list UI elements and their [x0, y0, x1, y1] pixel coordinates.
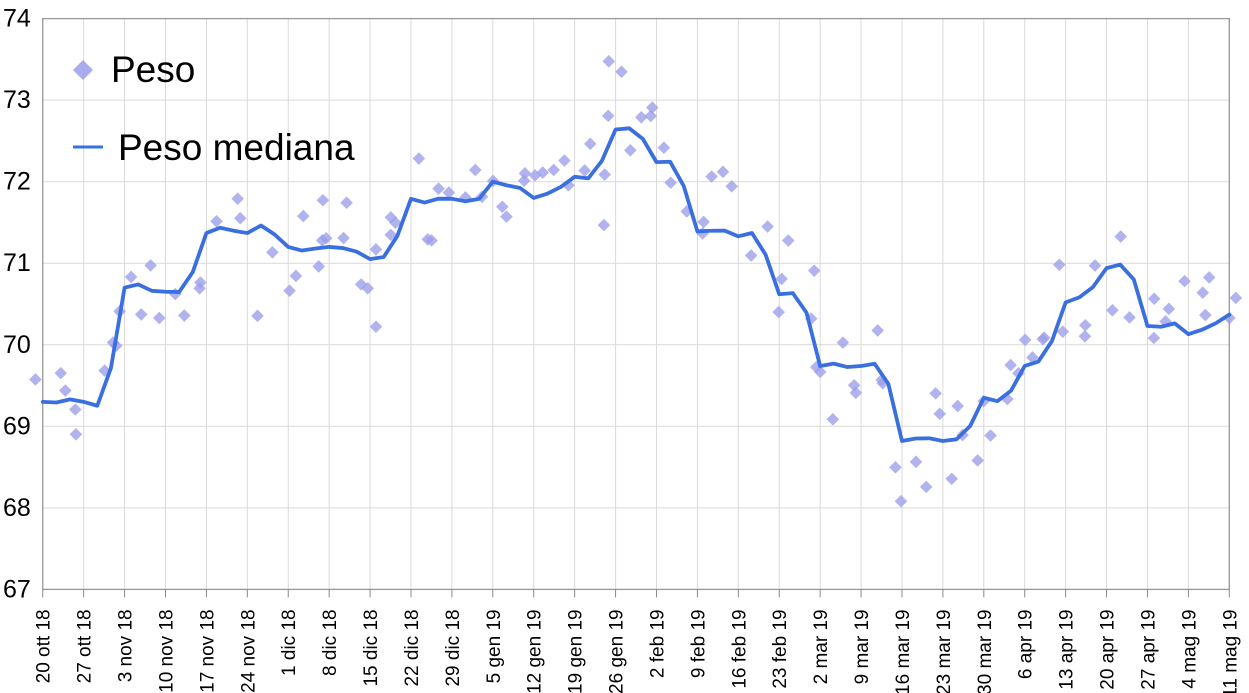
svg-text:68: 68: [3, 494, 31, 522]
svg-text:3 nov 18: 3 nov 18: [116, 609, 137, 682]
svg-text:9 mar 19: 9 mar 19: [852, 609, 873, 684]
svg-text:70: 70: [3, 331, 31, 359]
svg-text:23 feb 19: 23 feb 19: [770, 609, 791, 688]
svg-text:5 gen 19: 5 gen 19: [484, 609, 505, 683]
svg-text:6 apr 19: 6 apr 19: [1016, 609, 1037, 679]
svg-text:72: 72: [3, 168, 31, 196]
svg-text:30 mar 19: 30 mar 19: [975, 609, 996, 693]
svg-text:17 nov 18: 17 nov 18: [197, 609, 218, 692]
svg-text:26 gen 19: 26 gen 19: [607, 609, 628, 693]
svg-text:12 gen 19: 12 gen 19: [525, 609, 546, 693]
svg-text:27 ott 18: 27 ott 18: [75, 609, 96, 683]
svg-text:20 apr 19: 20 apr 19: [1098, 609, 1119, 689]
svg-text:2 feb 19: 2 feb 19: [647, 609, 668, 678]
svg-text:13 apr 19: 13 apr 19: [1057, 609, 1078, 689]
svg-text:15 dic 18: 15 dic 18: [361, 609, 382, 686]
svg-text:24 nov 18: 24 nov 18: [238, 609, 259, 692]
svg-text:19 gen 19: 19 gen 19: [566, 609, 587, 693]
svg-text:69: 69: [3, 412, 31, 440]
svg-text:27 apr 19: 27 apr 19: [1138, 609, 1159, 689]
svg-text:8 dic 18: 8 dic 18: [320, 609, 341, 676]
svg-text:73: 73: [3, 86, 31, 114]
svg-text:1 dic 18: 1 dic 18: [279, 609, 300, 676]
svg-text:23 mar 19: 23 mar 19: [934, 609, 955, 693]
svg-text:67: 67: [3, 575, 31, 603]
svg-text:20 ott 18: 20 ott 18: [34, 609, 55, 683]
svg-text:74: 74: [3, 5, 31, 33]
svg-text:10 nov 18: 10 nov 18: [157, 609, 178, 692]
svg-text:29 dic 18: 29 dic 18: [443, 609, 464, 686]
svg-text:11 mag 19: 11 mag 19: [1220, 609, 1241, 693]
svg-text:4 mag 19: 4 mag 19: [1179, 609, 1200, 688]
svg-text:71: 71: [3, 249, 31, 277]
svg-text:2 mar 19: 2 mar 19: [811, 609, 832, 684]
svg-text:9 feb 19: 9 feb 19: [688, 609, 709, 678]
svg-text:16 feb 19: 16 feb 19: [729, 609, 750, 688]
svg-text:22 dic 18: 22 dic 18: [402, 609, 423, 686]
svg-text:16 mar 19: 16 mar 19: [893, 609, 914, 693]
